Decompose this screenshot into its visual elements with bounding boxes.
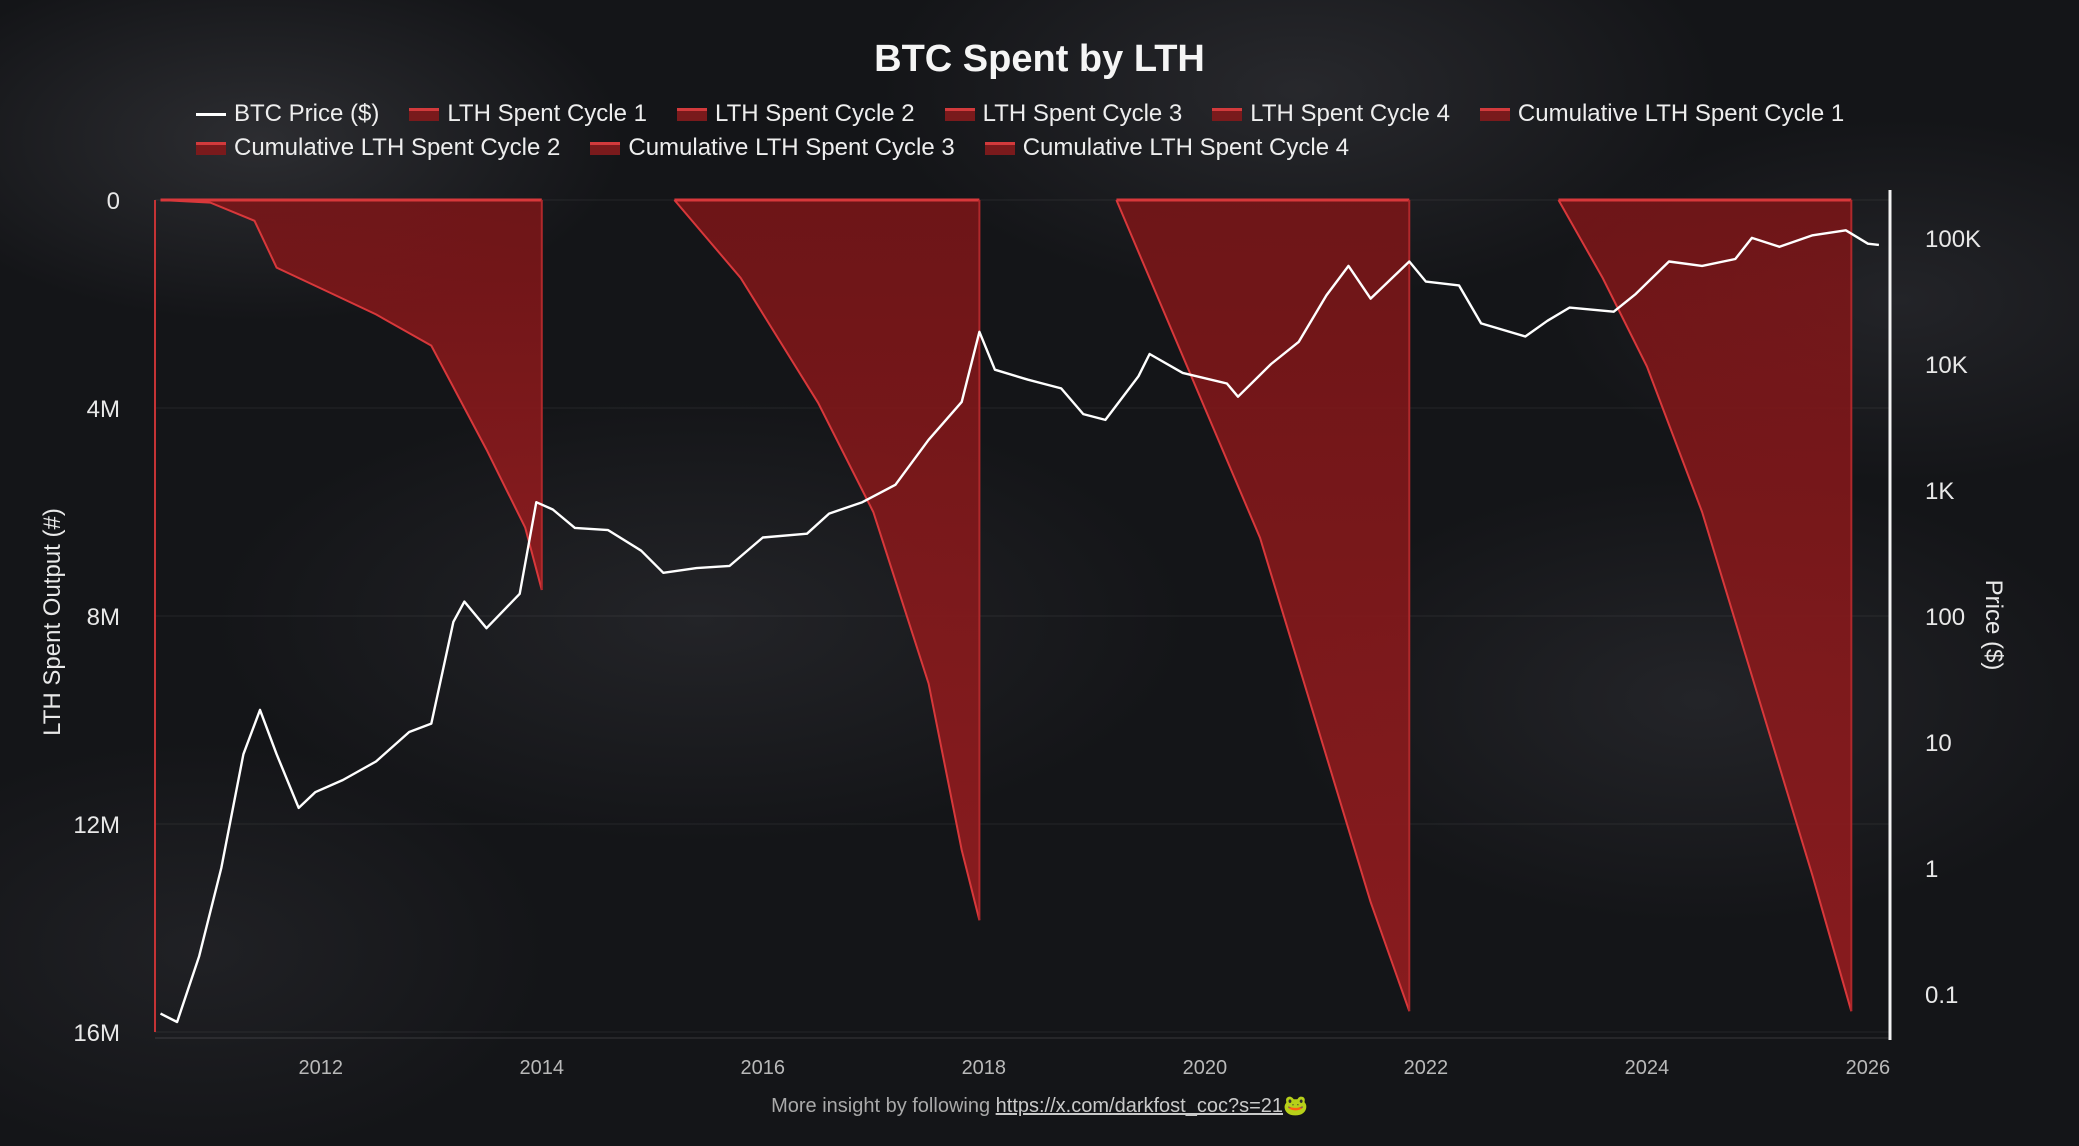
- y-left-tick-label: 12M: [73, 812, 120, 839]
- cumulative-area-edge: [673, 199, 981, 921]
- legend-swatch-area: [1212, 107, 1243, 121]
- cumulative-area: [1116, 200, 1410, 1012]
- legend-item-lth-spent-cycle-4[interactable]: LTH Spent Cycle 4: [1212, 100, 1450, 128]
- grid-lines: [155, 199, 1890, 1033]
- x-tick-label: 2022: [1404, 1057, 1449, 1079]
- cumulative-area-edge: [1557, 199, 1853, 1012]
- legend-swatch-area: [409, 107, 440, 121]
- legend-item-lth-spent-cycle-1[interactable]: LTH Spent Cycle 1: [409, 100, 647, 128]
- legend-label: Cumulative LTH Spent Cycle 3: [628, 134, 955, 161]
- cumulative-areas: [160, 198, 1853, 1012]
- legend-item-cumulative-cycle-2[interactable]: Cumulative LTH Spent Cycle 2: [196, 134, 560, 162]
- cumulative-area: [160, 200, 542, 590]
- y-right-tick-label: 10: [1925, 730, 1952, 757]
- x-tick-label: 2020: [1183, 1057, 1228, 1079]
- axes: 0 4M 8M 12M 16M 100K 10K 1K 100 10 1 0.1 2012 2014 201…: [73, 188, 1981, 1079]
- legend: BTC Price ($) LTH Spent Cycle 1 LTH Spen…: [196, 100, 1916, 162]
- footer-link[interactable]: https://x.com/darkfost_coc?s=21: [995, 1095, 1284, 1117]
- x-tick-label: 2012: [299, 1057, 344, 1079]
- legend-label: LTH Spent Cycle 1: [447, 100, 647, 127]
- btc-price-line: [159, 229, 1880, 1024]
- x-tick-label: 2024: [1625, 1057, 1670, 1079]
- x-tick-label: 2014: [520, 1057, 565, 1079]
- legend-label: LTH Spent Cycle 2: [715, 100, 915, 127]
- legend-item-btc-price[interactable]: BTC Price ($): [196, 100, 379, 128]
- y-axis-left-label: LTH Spent Output (#): [39, 508, 66, 736]
- x-tick-label: 2016: [741, 1057, 786, 1079]
- y-left-tick-label: 4M: [87, 396, 120, 423]
- x-tick-label: 2018: [962, 1057, 1007, 1079]
- frog-emoji-icon: 🐸: [1283, 1095, 1308, 1117]
- legend-swatch-area: [984, 141, 1015, 155]
- y-left-tick-label: 16M: [73, 1020, 120, 1047]
- legend-item-lth-spent-cycle-2[interactable]: LTH Spent Cycle 2: [677, 100, 915, 128]
- legend-swatch-area: [944, 107, 975, 121]
- chart-title: BTC Spent by LTH: [874, 38, 1205, 80]
- legend-label: LTH Spent Cycle 4: [1250, 100, 1450, 127]
- y-right-tick-label: 1: [1925, 856, 1938, 883]
- legend-swatch-area: [590, 141, 621, 155]
- legend-label: BTC Price ($): [234, 100, 380, 127]
- y-right-tick-label: 0.1: [1925, 982, 1958, 1009]
- legend-item-cumulative-cycle-3[interactable]: Cumulative LTH Spent Cycle 3: [590, 134, 955, 162]
- legend-swatch-area: [196, 141, 226, 155]
- legend-label: Cumulative LTH Spent Cycle 4: [1022, 134, 1350, 161]
- cumulative-area-edge: [160, 199, 543, 591]
- y-left-tick-label: 0: [107, 188, 120, 215]
- y-axis-right-label: Price ($): [1980, 580, 2007, 671]
- y-right-tick-label: 100: [1925, 604, 1965, 631]
- legend-label: LTH Spent Cycle 3: [982, 100, 1183, 127]
- cumulative-area: [1558, 200, 1852, 1012]
- cumulative-area: [674, 200, 980, 921]
- cumulative-area-edge: [1115, 199, 1411, 1012]
- legend-item-lth-spent-cycle-3[interactable]: LTH Spent Cycle 3: [944, 100, 1183, 128]
- legend-swatch-area: [1479, 107, 1510, 121]
- legend-item-cumulative-cycle-1[interactable]: Cumulative LTH Spent Cycle 1: [1479, 100, 1845, 128]
- legend-label: Cumulative LTH Spent Cycle 2: [234, 134, 561, 161]
- y-right-tick-label: 100K: [1925, 226, 1981, 253]
- legend-label: Cumulative LTH Spent Cycle 1: [1517, 100, 1845, 127]
- y-right-tick-label: 10K: [1925, 352, 1968, 379]
- footer: More insight by following https://x.com/…: [0, 1093, 2079, 1118]
- x-tick-label: 2026: [1846, 1057, 1891, 1079]
- y-right-tick-label: 1K: [1925, 478, 1954, 505]
- btc-price-path: [159, 229, 1880, 1024]
- footer-text: More insight by following: [771, 1095, 991, 1117]
- legend-swatch-area: [677, 107, 707, 121]
- y-left-tick-label: 8M: [87, 604, 120, 631]
- legend-swatch-line: [196, 112, 226, 116]
- legend-item-cumulative-cycle-4[interactable]: Cumulative LTH Spent Cycle 4: [984, 134, 1350, 162]
